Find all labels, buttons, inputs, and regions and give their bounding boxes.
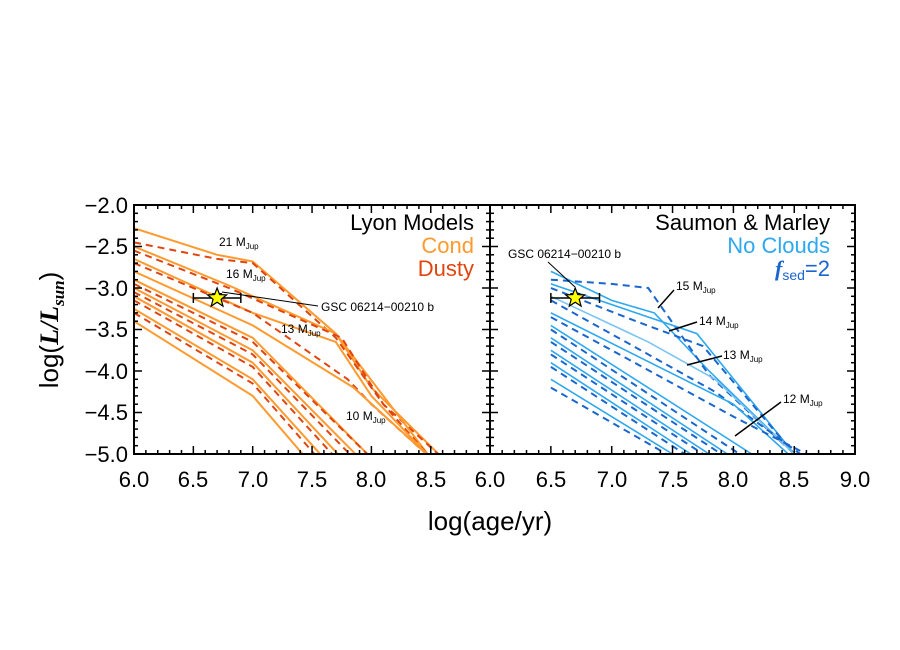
mass-label-10: 10 MJup (346, 409, 386, 425)
y-label-suffix: ) (34, 272, 64, 281)
track-line (550, 378, 673, 454)
object-label-right: GSC 06214−00210 b (508, 247, 621, 261)
legend-fsed: fsed=2 (775, 256, 830, 283)
track-line (134, 241, 440, 454)
y-label-slash: / (35, 319, 64, 331)
track-line (550, 287, 796, 454)
x-tick: 6.0 (475, 467, 506, 492)
track-line (550, 362, 692, 454)
object-pointer-right (547, 261, 576, 288)
mass-label-21: 21 MJup (219, 235, 259, 251)
y-tick: −2.5 (85, 234, 128, 259)
legend-fsed-f: f (775, 256, 785, 281)
track-line (134, 287, 357, 454)
y-label-Lsun: L (35, 306, 64, 323)
y-tick: −2.0 (85, 193, 128, 218)
mass-label-15: 15 MJup (676, 279, 716, 295)
track-line (134, 249, 429, 454)
mass-label-14: 14 MJup (699, 314, 739, 330)
y-tick: −5.0 (85, 442, 128, 467)
track-line (550, 312, 789, 454)
x-tick: 8.5 (779, 467, 810, 492)
legend-fsed-sub: sed (782, 267, 805, 283)
mass-pointer-13 (686, 355, 723, 366)
mass-pointer-15 (657, 289, 675, 309)
object-marker-left (192, 286, 242, 308)
star-icon (205, 286, 229, 308)
track-line (550, 353, 704, 454)
x-tick: 7.0 (597, 467, 628, 492)
left-legend: Lyon Models Cond Dusty (350, 210, 474, 281)
track-line (550, 328, 741, 454)
svg-text:log(L/Lsun): log(L/Lsun) (34, 272, 68, 389)
left-mass-labels: 21 MJup 16 MJup 13 MJup 10 MJup GSC 0621… (219, 235, 434, 425)
x-tick: 8.0 (356, 467, 387, 492)
track-line (134, 291, 352, 454)
y-tick: −3.5 (85, 317, 128, 342)
x-tick: 7.5 (297, 467, 328, 492)
track-line (550, 270, 795, 454)
right-mass-labels: GSC 06214−00210 b 15 MJup 14 MJup 13 MJu… (508, 247, 823, 437)
track-line (550, 386, 667, 454)
right-legend: Saumon & Marley No Clouds fsed=2 (655, 210, 830, 283)
track-line (550, 324, 753, 454)
track-line (550, 295, 795, 454)
track-line (550, 337, 728, 454)
track-line (134, 312, 316, 454)
track-line (550, 299, 801, 454)
y-label-sun-sub: sun (49, 280, 68, 307)
mass-label-13: 13 MJup (723, 348, 763, 364)
mass-label-12: 12 MJup (783, 392, 823, 408)
mass-pointer-12 (734, 401, 782, 437)
x-tick-labels-left: 6.0 6.5 7.0 7.5 8.0 8.5 (119, 467, 447, 492)
legend-fsed-val: =2 (805, 256, 830, 281)
x-tick: 7.5 (658, 467, 689, 492)
y-axis-label: log(L/Lsun) (34, 272, 68, 389)
track-line (134, 295, 340, 454)
object-pointer-left (221, 291, 319, 307)
object-label-left: GSC 06214−00210 b (321, 300, 434, 314)
track-line (550, 366, 686, 454)
legend-title-saumon-marley: Saumon & Marley (655, 210, 830, 235)
x-axis-label: log(age/yr) (428, 506, 552, 536)
track-line (550, 341, 722, 454)
y-tick: −4.5 (85, 400, 128, 425)
x-tick-labels-right: 6.0 6.5 7.0 7.5 8.0 8.5 9.0 (475, 467, 871, 492)
y-label-prefix: log( (34, 345, 64, 389)
left-panel-tracks (134, 227, 440, 454)
x-tick: 6.5 (178, 467, 209, 492)
star-icon (564, 286, 587, 308)
legend-title-lyon: Lyon Models (350, 210, 474, 235)
legend-no-clouds: No Clouds (727, 233, 830, 258)
track-line (134, 245, 429, 454)
x-tick: 9.0 (840, 467, 871, 492)
legend-cond: Cond (421, 233, 474, 258)
track-line (134, 320, 304, 454)
track-line (550, 316, 807, 454)
mass-pointer-14 (668, 321, 698, 332)
x-tick: 6.5 (536, 467, 567, 492)
y-tick: −3.0 (85, 276, 128, 301)
mass-label-16: 16 MJup (226, 267, 266, 283)
track-line (134, 299, 334, 454)
track-line (550, 349, 710, 454)
x-tick: 8.5 (416, 467, 447, 492)
y-tick: −4.0 (85, 359, 128, 384)
y-label-L: L (35, 329, 64, 346)
y-tick-labels: −2.0 −2.5 −3.0 −3.5 −4.0 −4.5 −5.0 (85, 193, 128, 467)
axis-ticks (133, 204, 856, 455)
legend-dusty: Dusty (418, 256, 474, 281)
x-tick: 8.0 (718, 467, 749, 492)
track-line (134, 227, 440, 454)
x-tick: 7.0 (238, 467, 269, 492)
object-marker-right (550, 286, 601, 308)
track-line (134, 307, 322, 454)
x-tick: 6.0 (119, 467, 150, 492)
track-line (550, 278, 795, 454)
mass-label-13: 13 MJup (281, 322, 321, 338)
right-panel-tracks (550, 270, 807, 454)
track-line (134, 283, 369, 454)
